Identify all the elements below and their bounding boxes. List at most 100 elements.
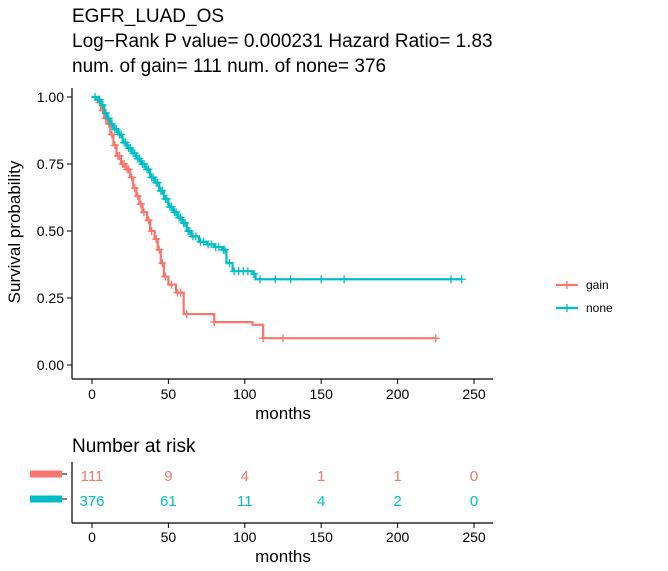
risk-count-none: 61 — [160, 493, 177, 510]
censor-mark-gain — [167, 280, 176, 289]
risk-table-title: Number at risk — [72, 436, 196, 457]
censor-mark-none — [256, 275, 265, 284]
censor-mark-none — [243, 267, 252, 276]
censor-mark-none — [167, 202, 176, 211]
censor-mark-none — [130, 149, 139, 158]
y-tick-label: 0.00 — [37, 357, 64, 373]
censor-mark-none — [271, 275, 280, 284]
risk-count-none: 11 — [237, 493, 253, 510]
risk-count-none: 4 — [317, 493, 325, 510]
censor-mark-none — [101, 109, 110, 118]
censor-mark-none — [104, 114, 113, 123]
censor-mark-gain — [158, 259, 167, 268]
risk-count-gain: 0 — [470, 468, 478, 485]
censor-mark-gain — [133, 192, 142, 201]
y-tick-label: 1.00 — [37, 89, 64, 105]
series-line-none — [92, 95, 462, 281]
censor-mark-none — [457, 275, 466, 284]
censor-mark-gain — [124, 165, 133, 174]
censor-mark-none — [199, 237, 208, 246]
censor-mark-none — [191, 232, 200, 241]
censor-mark-gain — [139, 208, 148, 217]
risk-x-tick-label: 150 — [310, 529, 334, 545]
censor-mark-none — [214, 243, 223, 252]
censor-mark-none — [220, 245, 229, 254]
risk-count-gain: 9 — [164, 468, 172, 485]
risk-count-gain: 111 — [81, 468, 104, 485]
censor-mark-none — [172, 208, 181, 217]
censor-mark-gain — [182, 310, 191, 319]
legend: gain none — [556, 278, 613, 315]
risk-count-gain: 4 — [241, 468, 249, 485]
risk-x-tick-label: 100 — [233, 529, 257, 545]
censor-mark-gain — [136, 200, 145, 209]
x-tick-label: 100 — [233, 386, 257, 402]
y-tick-label: 0.50 — [37, 223, 64, 239]
legend-label-none: none — [586, 301, 613, 315]
risk-count-gain: 1 — [317, 468, 325, 485]
risk-x-tick-label: 0 — [88, 529, 96, 545]
censor-mark-none — [144, 165, 153, 174]
y-tick-label: 0.25 — [37, 290, 64, 306]
risk-x-tick-label: 250 — [462, 529, 486, 545]
x-axis-title: months — [255, 404, 311, 423]
censor-mark-none — [249, 269, 258, 278]
risk-x-tick-label: 200 — [386, 529, 410, 545]
censor-mark-gain — [259, 334, 268, 343]
censor-mark-none — [447, 275, 456, 284]
censor-mark-none — [126, 143, 135, 152]
censor-mark-none — [185, 227, 194, 235]
censor-mark-gain — [120, 160, 129, 168]
x-tick-label: 150 — [310, 386, 334, 402]
censor-mark-gain — [431, 334, 440, 343]
x-tick-label: 250 — [462, 386, 486, 402]
risk-count-none: 2 — [393, 493, 401, 510]
censor-mark-none — [117, 130, 126, 139]
censor-mark-none — [112, 125, 121, 134]
legend-label-gain: gain — [586, 278, 609, 292]
censor-mark-none — [207, 240, 216, 249]
series-line-gain — [92, 95, 436, 340]
censor-mark-none — [158, 186, 167, 195]
chart-subtitle-counts: num. of gain= 111 num. of none= 376 — [72, 56, 386, 77]
x-tick-label: 200 — [386, 386, 410, 402]
censor-mark-gain — [110, 141, 119, 150]
chart-title: EGFR_LUAD_OS — [72, 6, 224, 27]
censor-mark-none — [225, 259, 234, 268]
censor-mark-none — [153, 178, 162, 187]
censor-mark-none — [317, 275, 326, 284]
censor-mark-none — [135, 154, 144, 163]
censor-mark-gain — [107, 130, 116, 139]
censor-mark-gain — [155, 245, 164, 254]
censor-mark-gain — [115, 151, 124, 160]
y-axis-title: Survival probability — [5, 160, 24, 303]
x-tick-label: 0 — [88, 386, 96, 402]
censor-mark-none — [107, 119, 116, 128]
censor-mark-gain — [161, 272, 170, 281]
risk-x-axis-title: months — [255, 547, 311, 566]
censor-mark-none — [95, 95, 104, 104]
y-tick-label: 0.75 — [37, 156, 64, 172]
risk-count-none: 376 — [79, 493, 104, 510]
plot-area: 0.00 0.25 0.50 0.75 1.00 0 50 100 150 200 250 month… — [5, 88, 493, 423]
censor-mark-gain — [210, 318, 219, 327]
censor-mark-gain — [127, 173, 136, 182]
censor-mark-none — [98, 101, 107, 110]
legend-marker-none — [563, 304, 571, 312]
censor-mark-none — [162, 194, 171, 203]
censor-mark-none — [121, 138, 130, 147]
censor-mark-gain — [279, 334, 287, 343]
censor-mark-none — [149, 173, 158, 182]
x-tick-label: 50 — [161, 386, 177, 402]
censor-mark-gain — [144, 216, 153, 225]
censor-mark-gain — [152, 235, 161, 244]
censor-mark-none — [176, 213, 185, 222]
censor-mark-none — [181, 218, 190, 227]
legend-marker-gain — [563, 281, 571, 289]
censor-mark-gain — [147, 227, 156, 235]
chart-subtitle-pvalue: Log−Rank P value= 0.000231 Hazard Ratio=… — [72, 31, 493, 52]
risk-count-none: 0 — [470, 493, 478, 510]
censor-mark-none — [340, 275, 349, 284]
